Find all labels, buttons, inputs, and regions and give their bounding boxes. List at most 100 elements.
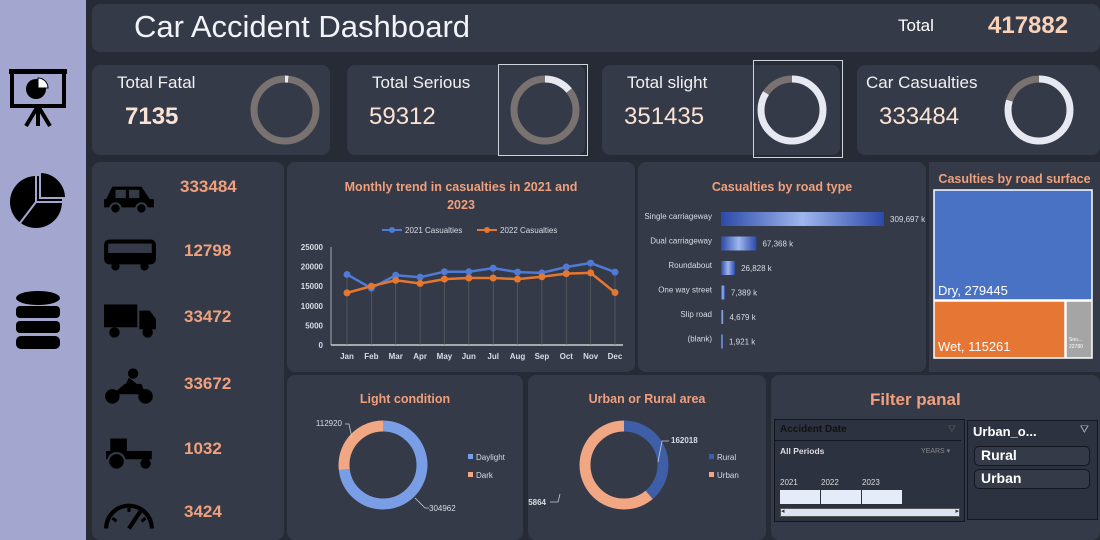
series-line <box>346 271 616 295</box>
legend-label: Daylight <box>476 453 506 462</box>
chart-title: Casulties by road surface <box>938 172 1091 186</box>
year-tile[interactable]: 2023 <box>862 478 902 504</box>
pie-chart-icon[interactable] <box>6 168 70 232</box>
kpi-label: Total Fatal <box>117 73 196 92</box>
kpi-card: Total Serious 59312 <box>347 64 588 156</box>
leader-line <box>657 440 669 463</box>
scroll-right-icon[interactable]: ▸ <box>955 508 959 515</box>
road-type-chart: Casualties by road type Single carriagew… <box>638 162 926 372</box>
vehicle-row: 1032 <box>102 432 282 472</box>
bar <box>721 236 757 251</box>
clear-filter-icon[interactable]: ⛛ <box>1079 424 1089 436</box>
kpi-value: 351435 <box>624 103 705 130</box>
data-point <box>392 271 400 279</box>
presentation-chart-icon[interactable] <box>6 66 70 130</box>
filter-title: Filter panal <box>870 390 961 409</box>
x-tick-label: Sep <box>535 352 550 361</box>
data-point <box>611 288 619 296</box>
kpi-label: Total Serious <box>372 73 471 92</box>
total-label: Total <box>898 16 934 35</box>
donut-frame <box>498 64 588 156</box>
x-tick-label: May <box>437 352 453 361</box>
kpi-value: 333484 <box>879 103 960 130</box>
legend-swatch <box>709 454 714 459</box>
motorcycle-icon <box>105 368 153 404</box>
treemap-label: Dry, 279445 <box>938 283 1008 298</box>
bar-value-label: 26,828 k <box>741 264 773 273</box>
vehicle-value: 33472 <box>184 307 232 326</box>
database-icon[interactable] <box>6 288 70 352</box>
scroll-left-icon[interactable]: ◂ <box>781 508 785 515</box>
timeline-scrollbar[interactable]: ◂ ▸ <box>780 508 960 517</box>
year-tile[interactable]: 2022 <box>821 478 861 504</box>
leader-line <box>414 497 429 509</box>
data-point <box>562 270 570 278</box>
vehicle-row: 333484 <box>102 176 282 216</box>
year-label: 2022 <box>821 478 839 487</box>
y-tick-label: 20000 <box>301 263 324 272</box>
data-point <box>343 270 351 278</box>
year-bar[interactable] <box>821 490 861 504</box>
data-label: 304962 <box>429 504 456 513</box>
vehicle-value: 12798 <box>184 241 232 260</box>
data-point <box>587 259 595 267</box>
tractor-icon <box>106 438 152 471</box>
legend-label: 2022 Casualties <box>500 226 557 235</box>
legend-label: Rural <box>717 453 736 462</box>
leader-line <box>345 423 353 439</box>
year-tile[interactable]: 2021 <box>780 478 820 504</box>
vehicle-row: 33472 <box>102 300 282 340</box>
legend-label: 2021 Casualties <box>405 226 462 235</box>
year-bar[interactable] <box>862 490 902 504</box>
vehicle-value: 33672 <box>184 374 232 393</box>
bar-category-label: Slip road <box>680 310 712 319</box>
level-label: YEARS <box>921 448 945 455</box>
kpi-card: Total slight 351435 <box>602 60 843 158</box>
urban-rural-slicer[interactable]: Urban_o... ⛛ Rural Urban <box>967 420 1098 520</box>
series-line <box>346 261 616 290</box>
y-tick-label: 25000 <box>301 243 324 252</box>
sidebar <box>0 0 86 540</box>
data-point <box>489 264 497 272</box>
x-tick-label: Aug <box>510 352 526 361</box>
clear-filter-icon[interactable]: ⛛ <box>947 424 956 435</box>
donut-segment <box>1004 75 1074 145</box>
bar-value-label: 67,368 k <box>762 240 794 249</box>
chart-title: Casualties by road type <box>711 180 853 194</box>
data-point <box>538 273 546 281</box>
chart-title: Monthly trend in casualties in 2021 and … <box>344 180 578 212</box>
data-point <box>392 276 400 284</box>
vehicle-value: 1032 <box>184 439 222 458</box>
bar-value-label: 309,697 k <box>890 215 926 224</box>
bar-category-label: Roundabout <box>668 261 712 270</box>
year-label: 2021 <box>780 478 798 487</box>
kpi-value: 59312 <box>369 103 436 130</box>
slicer-item-rural[interactable]: Rural <box>974 446 1090 466</box>
y-tick-label: 15000 <box>301 282 324 291</box>
time-level-dropdown[interactable]: YEARS ▾ <box>921 448 951 455</box>
donut-segment <box>338 420 428 510</box>
slicer-item-urban[interactable]: Urban <box>974 469 1090 489</box>
bar-category-label: (blank) <box>688 335 713 344</box>
treemap-label: Sno... <box>1069 337 1082 343</box>
filter-panel: Filter panal Accident Date ⛛ All Periods… <box>771 375 1100 540</box>
legend-marker <box>484 227 490 233</box>
year-bar[interactable] <box>780 490 820 504</box>
header: Car Accident Dashboard Total 417882 <box>92 4 1100 52</box>
x-tick-label: Apr <box>413 352 427 361</box>
x-tick-label: Oct <box>560 352 574 361</box>
data-point <box>562 263 570 271</box>
data-label: 255864 <box>528 498 547 507</box>
data-point <box>587 269 595 277</box>
data-point <box>416 279 424 287</box>
leader-line <box>550 493 561 503</box>
data-label: 162018 <box>671 436 698 445</box>
treemap-cell-wet <box>933 300 1066 359</box>
accident-date-slicer[interactable]: Accident Date ⛛ All Periods YEARS ▾ 2021… <box>774 419 965 522</box>
x-tick-label: Jan <box>340 352 354 361</box>
x-tick-label: Mar <box>389 352 403 361</box>
urban-rural-chart: Urban or Rural area Rural Urban 162018 2558… <box>528 375 766 540</box>
data-point <box>514 268 522 276</box>
legend-swatch <box>468 454 473 459</box>
treemap-cell-snow <box>1065 300 1093 359</box>
